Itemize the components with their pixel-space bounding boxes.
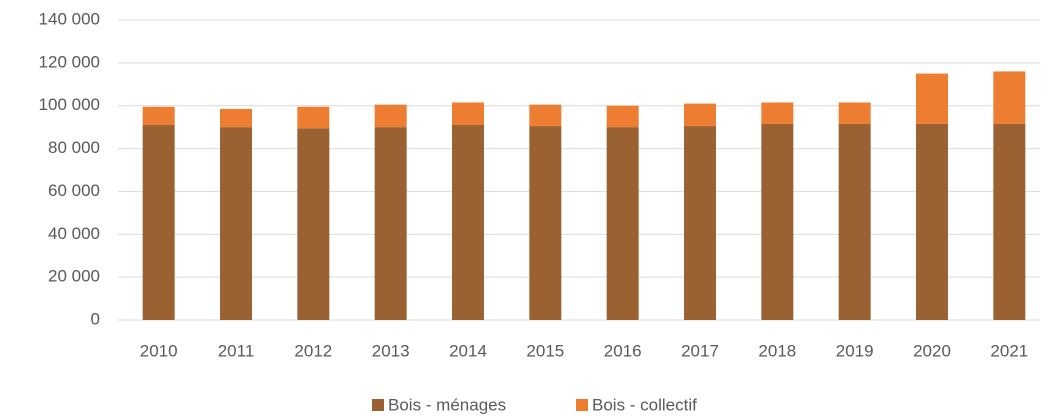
x-tick-label: 2010 — [140, 341, 178, 360]
bar-segment — [142, 106, 175, 125]
x-tick-label: 2018 — [758, 341, 796, 360]
bar-segment — [142, 125, 175, 320]
y-tick-label: 40 000 — [48, 224, 100, 243]
legend-swatch — [576, 399, 588, 411]
legend-label: Bois - ménages — [388, 395, 506, 414]
bar-segment — [761, 102, 794, 124]
bar-segment — [606, 127, 639, 321]
bar-segment — [374, 104, 407, 128]
bar-segment — [297, 106, 330, 129]
bar-segment — [452, 102, 484, 125]
bar-segment — [838, 123, 871, 320]
legend-label: Bois - collectif — [592, 395, 697, 414]
x-tick-label: 2014 — [449, 341, 487, 360]
bar-segment — [529, 126, 562, 320]
y-tick-label: 0 — [91, 309, 100, 328]
x-tick-label: 2020 — [913, 341, 951, 360]
bar-segment — [916, 123, 948, 320]
y-tick-label: 60 000 — [48, 181, 100, 200]
bar-segment — [220, 127, 252, 321]
bar-segment — [529, 104, 562, 127]
x-tick-label: 2021 — [990, 341, 1028, 360]
x-tick-label: 2012 — [294, 341, 332, 360]
bar-segment — [297, 128, 330, 320]
x-tick-label: 2015 — [526, 341, 564, 360]
bar-segment — [684, 103, 716, 127]
y-tick-label: 80 000 — [48, 138, 100, 157]
bar-segment — [993, 123, 1026, 320]
x-tick-label: 2013 — [372, 341, 410, 360]
bar-segment — [993, 71, 1026, 124]
legend-swatch — [372, 399, 384, 411]
y-tick-label: 20 000 — [48, 267, 100, 286]
bar-segment — [220, 108, 252, 128]
bar-segment — [838, 102, 871, 124]
bar-segment — [452, 125, 484, 320]
x-tick-label: 2019 — [836, 341, 874, 360]
bar-segment — [684, 126, 716, 320]
bar-segment — [916, 73, 948, 124]
x-tick-label: 2016 — [604, 341, 642, 360]
x-tick-label: 2017 — [681, 341, 719, 360]
y-tick-label: 100 000 — [39, 95, 100, 114]
y-tick-label: 120 000 — [39, 52, 100, 71]
y-tick-label: 140 000 — [39, 9, 100, 28]
bar-segment — [761, 123, 794, 320]
bar-segment — [374, 127, 407, 321]
bar-segment — [606, 105, 639, 128]
x-tick-label: 2011 — [218, 341, 255, 360]
